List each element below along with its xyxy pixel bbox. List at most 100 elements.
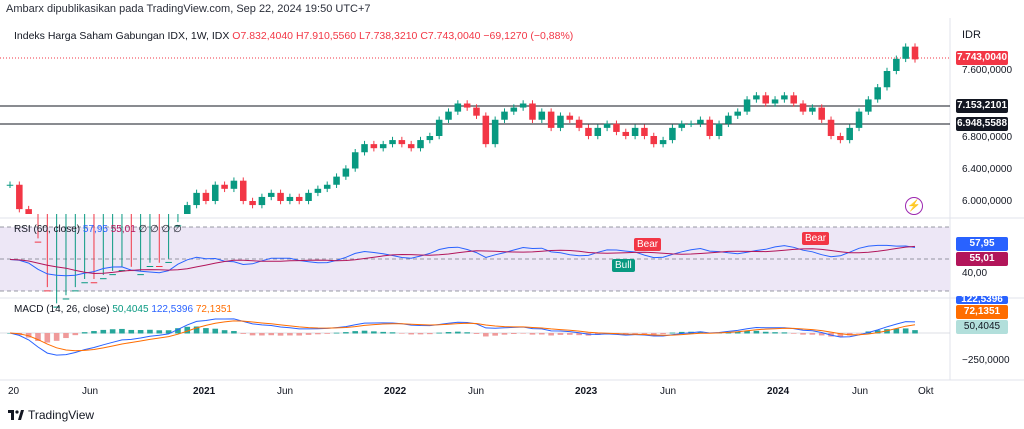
candle-body (725, 115, 732, 124)
candle-body (351, 152, 359, 169)
candle-body (100, 278, 107, 280)
macd-histogram-bar (25, 333, 32, 338)
candle-body (706, 119, 714, 136)
time-tick-jun-2020: Jun (82, 386, 99, 397)
legend-low: L7.738,3210 (359, 30, 418, 42)
candle-body (44, 290, 51, 292)
candle-body (790, 95, 797, 104)
tradingview-logo[interactable]: TradingView (8, 408, 94, 422)
candle-body (239, 180, 247, 201)
macd-histogram-bar (296, 333, 303, 336)
candle-body (547, 111, 555, 128)
macd-histogram-bar (744, 331, 750, 334)
macd-histogram-bar (501, 333, 508, 335)
candle-body (323, 184, 331, 189)
candle-body (510, 107, 518, 112)
candle-body (473, 107, 480, 116)
candle-body (846, 127, 853, 141)
macd-histogram-bar (697, 331, 704, 334)
candle-body (659, 140, 667, 145)
candle-body (874, 87, 881, 100)
lightning-icon[interactable]: ⚡ (905, 197, 923, 215)
macd-histogram-bar (91, 331, 97, 334)
candle-body (855, 111, 863, 128)
hist-axis-label: 50,4045 (956, 320, 1008, 334)
macd-histogram-bar (678, 331, 685, 334)
candle-body (249, 201, 256, 206)
price-tick-7600: 7.600,0000 (962, 65, 1013, 76)
candle-body (25, 209, 32, 214)
macd-value: 122,5396 (151, 304, 194, 315)
candle-body (109, 274, 116, 276)
candle-body (529, 103, 536, 120)
currency-label[interactable]: IDR (962, 29, 981, 41)
publish-credit: Ambarx dipublikasikan pada TradingView.c… (6, 3, 371, 15)
macd-histogram-bar (669, 332, 676, 334)
candle-body (715, 123, 723, 136)
macd-signal-value: 72,1351 (195, 304, 232, 315)
macd-histogram-bar (212, 328, 219, 334)
macd-histogram-bar (240, 333, 247, 334)
price-tick-6800: 6.800,0000 (962, 132, 1013, 143)
candle-body (753, 95, 760, 100)
macd-histogram-bar (650, 333, 657, 335)
candle-body (118, 270, 126, 272)
macd-histogram-bar (800, 333, 806, 335)
candle-body (743, 99, 751, 112)
candle-body (799, 103, 807, 112)
rsi-value: 57,95 (82, 224, 108, 235)
macd-histogram-bar (53, 333, 60, 341)
macd-histogram-bar (128, 329, 135, 334)
level-2-label: 6.948,5588 (956, 117, 1008, 131)
candle-body (902, 46, 909, 59)
candle-body (585, 127, 592, 136)
macd-histogram-bar (175, 328, 181, 334)
macd-histogram-bar (203, 328, 209, 334)
macd-histogram-bar (371, 331, 377, 334)
candle-body (762, 95, 769, 104)
macd-histogram-bar (380, 331, 386, 334)
candle-body (407, 144, 415, 149)
macd-histogram-bar (249, 333, 256, 336)
macd-histogram-bar (408, 333, 414, 335)
macd-histogram-bar (912, 330, 918, 334)
candle-body (837, 136, 844, 141)
time-tick-okt: Okt (918, 386, 934, 397)
macd-legend: MACD (14, 26, close) 50,4045 122,5396 72… (14, 304, 232, 315)
candle-body (333, 176, 340, 185)
rsi-placeholders: ∅ ∅ ∅ ∅ (138, 224, 182, 235)
candle-body (622, 131, 630, 136)
time-tick-jun-2024: Jun (852, 386, 869, 397)
macd-histogram-bar (165, 330, 172, 334)
macd-histogram-bar (352, 331, 359, 334)
signal-axis-label: 72,1351 (956, 305, 1008, 319)
macd-histogram-bar (884, 329, 890, 334)
legend-change: −69,1270 (−0,88%) (483, 30, 574, 42)
candle-body (519, 103, 527, 108)
macd-histogram-bar (483, 333, 489, 337)
macd-histogram-bar (734, 331, 741, 334)
macd-histogram-bar (660, 333, 666, 335)
candle-body (911, 46, 919, 60)
candle-body (379, 144, 387, 149)
candle-body (501, 111, 508, 120)
macd-histogram-bar (632, 333, 638, 334)
rsi-ma-line (9, 245, 916, 275)
bear-signal-2: Bear (802, 232, 830, 245)
candle-body (267, 192, 275, 197)
time-tick-jun-2023: Jun (660, 386, 677, 397)
candle-body (482, 115, 490, 145)
candle-body (286, 196, 294, 201)
symbol-legend: Indeks Harga Saham Gabungan IDX, 1W, IDX… (14, 30, 573, 42)
candle-body (398, 140, 406, 145)
bear-signal-1: Bear (634, 238, 662, 251)
candle-body (202, 192, 210, 201)
macd-histogram-bar (81, 332, 88, 334)
candle-body (463, 103, 471, 108)
macd-histogram-bar (781, 332, 788, 334)
macd-histogram-bar (417, 333, 424, 335)
candle-body (771, 99, 779, 104)
macd-histogram-bar (455, 331, 461, 334)
macd-histogram-bar (492, 333, 498, 336)
